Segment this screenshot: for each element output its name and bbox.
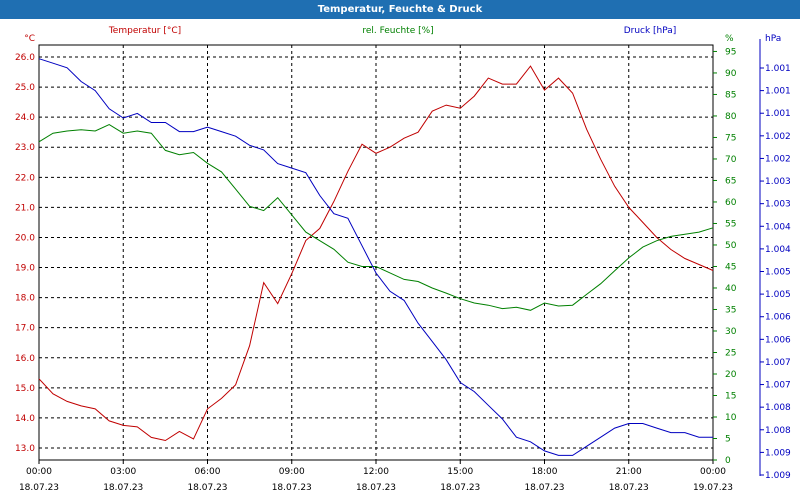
- humidity-tick-label: 90: [725, 69, 737, 79]
- axes: [38, 39, 764, 476]
- humidity-tick-label: 0: [725, 456, 731, 466]
- pressure-unit: hPa: [765, 34, 781, 44]
- humidity-tick-label: 80: [725, 112, 737, 122]
- temperature-tick-label: 17.0: [15, 324, 35, 334]
- x-tick-date: 18.07.23: [609, 483, 649, 493]
- temperature-tick-label: 21.0: [15, 203, 35, 213]
- x-tick-date: 18.07.23: [187, 483, 227, 493]
- x-tick-time: 06:00: [195, 467, 221, 477]
- x-tick-date: 18.07.23: [272, 483, 312, 493]
- temperature-tick-label: 15.0: [15, 384, 35, 394]
- labels: 13.0 14.0 15.0 16.0 17.0 18.0 19.0 20.0 21.0 22.0…: [15, 26, 791, 493]
- pressure-tick-label: 1.001: [765, 87, 791, 97]
- humidity-tick-label: 75: [725, 133, 736, 143]
- x-tick-date: 18.07.23: [440, 483, 480, 493]
- pressure-tick-label: 1.007: [765, 381, 791, 391]
- temperature-tick-label: 16.0: [15, 354, 35, 364]
- x-tick-date: 18.07.23: [19, 483, 59, 493]
- plot-area: [38, 44, 714, 461]
- temperature-tick-label: 20.0: [15, 233, 35, 243]
- chart: 13.0 14.0 15.0 16.0 17.0 18.0 19.0 20.0 21.0 22.0…: [15, 26, 791, 493]
- x-tick-time: 03:00: [110, 467, 136, 477]
- humidity-tick-label: 85: [725, 90, 736, 100]
- humidity-series-line: [38, 124, 714, 311]
- humidity-tick-label: 30: [725, 327, 737, 337]
- humidity-tick-label: 35: [725, 305, 736, 315]
- pressure-tick-label: 1.006: [765, 335, 791, 345]
- temperature-tick-label: 19.0: [15, 264, 35, 274]
- x-tick-time: 18:00: [532, 467, 558, 477]
- temperature-tick-label: 24.0: [15, 113, 35, 123]
- pressure-tick-label: 1.005: [765, 290, 791, 300]
- pressure-tick-label: 1.001: [765, 109, 791, 119]
- humidity-tick-label: 40: [725, 284, 737, 294]
- pressure-tick-label: 1.004: [765, 222, 791, 232]
- humidity-tick-label: 5: [725, 434, 731, 444]
- pressure-tick-label: 1.005: [765, 268, 791, 278]
- x-tick-time: 21:00: [616, 467, 642, 477]
- temperature-unit: °C: [24, 34, 35, 44]
- x-tick-time: 09:00: [279, 467, 305, 477]
- x-tick-time: 15:00: [447, 467, 473, 477]
- temperature-tick-label: 23.0: [15, 143, 35, 153]
- humidity-tick-label: 70: [725, 155, 737, 165]
- x-tick-date: 18.07.23: [103, 483, 143, 493]
- pressure-tick-label: 1.008: [765, 426, 791, 436]
- pressure-tick-label: 1.002: [765, 132, 791, 142]
- humidity-tick-label: 60: [725, 198, 737, 208]
- x-tick-time: 12:00: [363, 467, 389, 477]
- pressure-tick-label: 1.007: [765, 358, 791, 368]
- grid: [38, 44, 714, 461]
- pressure-tick-label: 1.002: [765, 154, 791, 164]
- humidity-tick-label: 20: [725, 370, 737, 380]
- pressure-tick-label: 1.008: [765, 403, 791, 413]
- humidity-tick-label: 45: [725, 262, 736, 272]
- humidity-unit: %: [725, 34, 734, 44]
- humidity-tick-label: 65: [725, 176, 736, 186]
- humidity-series-label: rel. Feuchte [%]: [362, 26, 433, 36]
- pressure-tick-label: 1.009: [765, 471, 791, 481]
- chart-title: Temperatur, Feuchte & Druck: [317, 4, 483, 15]
- pressure-tick-label: 1.003: [765, 200, 791, 210]
- humidity-tick-label: 25: [725, 348, 736, 358]
- temperature-tick-label: 14.0: [15, 414, 35, 424]
- pressure-series-label: Druck [hPa]: [624, 26, 677, 36]
- x-tick-time: 00:00: [700, 467, 726, 477]
- pressure-tick-label: 1.006: [765, 313, 791, 323]
- temperature-tick-label: 22.0: [15, 173, 35, 183]
- x-tick-time: 00:00: [26, 467, 52, 477]
- x-tick-date: 19.07.23: [693, 483, 733, 493]
- temperature-tick-label: 25.0: [15, 83, 35, 93]
- pressure-tick-label: 1.001: [765, 64, 791, 74]
- temperature-series-label: Temperatur [°C]: [108, 26, 181, 36]
- chart-title-bar: Temperatur, Feuchte & Druck: [0, 0, 800, 19]
- x-tick-date: 18.07.23: [524, 483, 564, 493]
- temperature-tick-label: 18.0: [15, 294, 35, 304]
- series-lines: [38, 58, 714, 456]
- pressure-tick-label: 1.004: [765, 245, 791, 255]
- humidity-tick-label: 10: [725, 413, 737, 423]
- temperature-tick-label: 13.0: [15, 444, 35, 454]
- temperature-tick-label: 26.0: [15, 53, 35, 63]
- humidity-tick-label: 15: [725, 391, 736, 401]
- pressure-tick-label: 1.009: [765, 448, 791, 458]
- pressure-tick-label: 1.003: [765, 177, 791, 187]
- humidity-tick-label: 95: [725, 47, 736, 57]
- temperature-series-line: [38, 65, 714, 442]
- humidity-tick-label: 50: [725, 241, 737, 251]
- humidity-tick-label: 55: [725, 219, 736, 229]
- x-tick-date: 18.07.23: [356, 483, 396, 493]
- pressure-series-line: [38, 58, 713, 456]
